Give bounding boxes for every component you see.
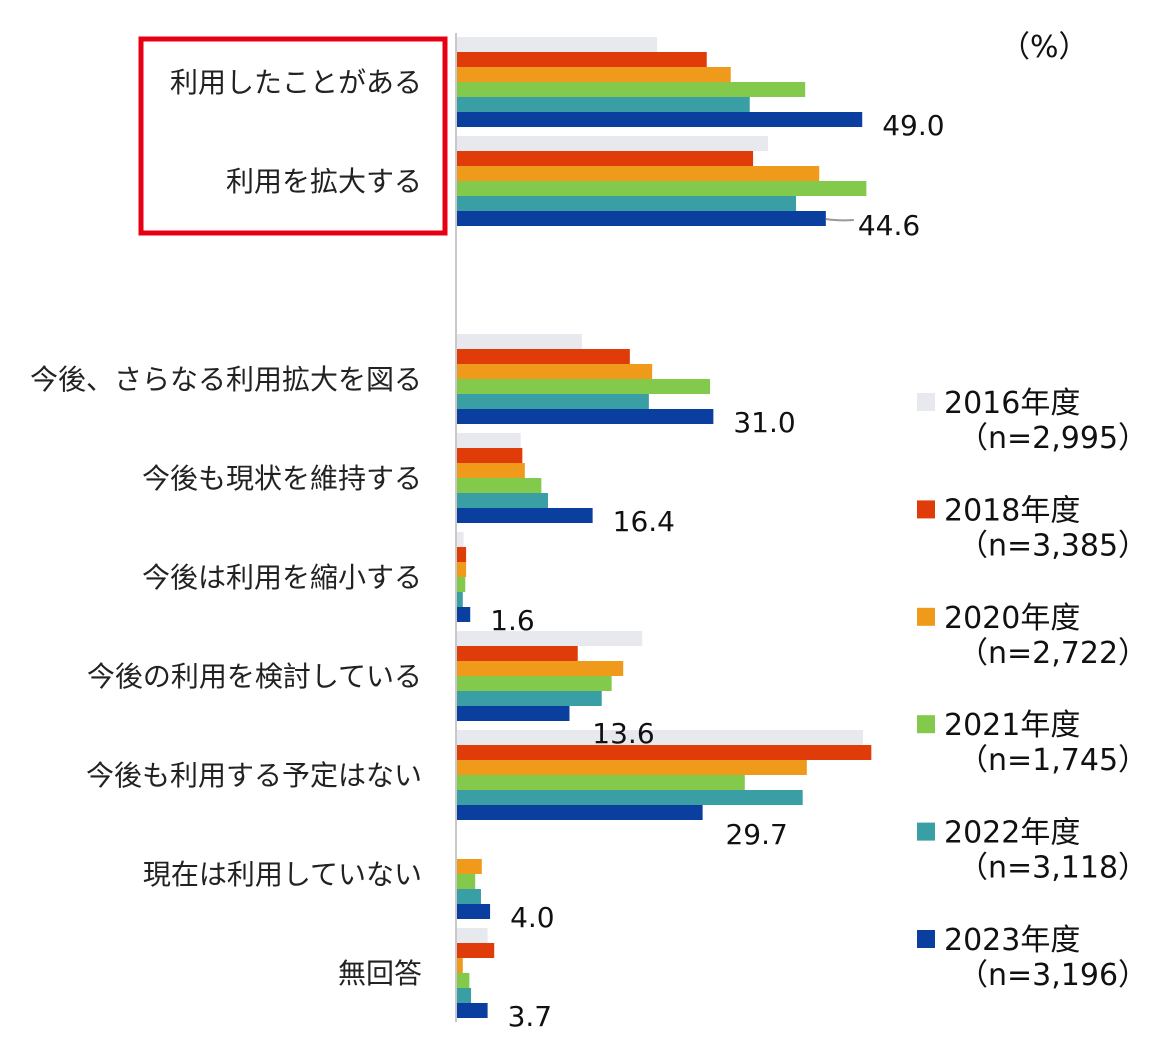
category-label: 今後、さらなる利用拡大を図る: [30, 363, 422, 396]
bar: [457, 676, 612, 691]
bar: [457, 706, 570, 721]
data-label: 29.7: [725, 818, 787, 851]
bar: [457, 592, 463, 607]
data-label: 16.4: [613, 505, 675, 538]
bar: [457, 661, 624, 676]
category-label: 今後も利用する予定はない: [86, 759, 422, 792]
bar: [457, 97, 750, 112]
data-label: 49.0: [882, 109, 944, 142]
bar: [457, 136, 768, 151]
legend-label: 2020年度: [944, 601, 1080, 636]
legend-label: 2023年度: [944, 923, 1080, 958]
legend-swatch: [917, 500, 935, 519]
bar: [457, 181, 867, 196]
legend-n-label: （n=1,745）: [958, 743, 1148, 778]
category-label: 今後も現状を維持する: [142, 462, 422, 495]
bar: [457, 859, 482, 874]
bar: [457, 790, 803, 805]
leader-line: [825, 218, 854, 222]
bar: [457, 433, 521, 448]
bar: [457, 904, 491, 919]
bar: [457, 334, 582, 349]
bar: [457, 547, 467, 562]
data-label: 1.6: [490, 604, 535, 637]
bar: [457, 874, 476, 889]
bar: [457, 775, 745, 790]
bar: [457, 607, 471, 622]
data-label: 3.7: [508, 1000, 553, 1033]
data-label: 4.0: [510, 901, 555, 934]
bar: [457, 67, 731, 82]
legend-label: 2016年度: [944, 386, 1080, 421]
bar: [457, 151, 754, 166]
category-label: 今後は利用を縮小する: [142, 561, 422, 594]
legend-n-label: （n=3,385）: [958, 528, 1148, 563]
legend-swatch: [917, 930, 935, 948]
bar: [457, 691, 602, 706]
bar: [457, 973, 470, 988]
category-label: 利用を拡大する: [226, 165, 422, 198]
bar: [457, 364, 653, 379]
bar: [457, 958, 463, 973]
legend-label: 2022年度: [944, 816, 1080, 851]
bar: [457, 562, 467, 577]
bar: [457, 988, 472, 1003]
legend-n-label: （n=2,722）: [958, 636, 1148, 671]
bar: [457, 577, 466, 592]
bar: [457, 745, 872, 760]
category-label: 今後の利用を検討している: [87, 660, 422, 693]
bar: [457, 394, 649, 409]
highlight-box: [138, 36, 448, 236]
legend-label: 2021年度: [944, 708, 1080, 743]
legend-n-label: （n=3,196）: [958, 958, 1148, 993]
bar: [457, 463, 525, 478]
bar: [457, 508, 593, 523]
bar: [457, 889, 481, 904]
bar: [457, 112, 863, 127]
category-label: 利用したことがある: [170, 66, 422, 99]
data-label: 13.6: [592, 717, 654, 750]
bar: [457, 493, 548, 508]
bar: [457, 760, 807, 775]
bar: [457, 1003, 488, 1018]
bar: [457, 409, 714, 424]
data-label: 44.6: [858, 209, 920, 242]
bar: [457, 52, 707, 67]
data-label: 31.0: [733, 406, 795, 439]
bar: [457, 631, 643, 646]
bar: [457, 928, 488, 943]
bar: [457, 478, 542, 493]
legend-n-label: （n=2,995）: [958, 421, 1148, 456]
bar: [457, 805, 703, 820]
legend-swatch: [917, 715, 935, 734]
bar: [457, 646, 578, 661]
unit-label: （%）: [1000, 30, 1089, 65]
bar: [457, 943, 495, 958]
bar: [457, 379, 711, 394]
legend-swatch: [917, 607, 935, 626]
bar: [457, 211, 826, 226]
bar: [457, 532, 464, 547]
bar: [457, 82, 806, 97]
category-label: 現在は利用していない: [143, 858, 422, 891]
bar: [457, 166, 820, 181]
bar: [457, 349, 630, 364]
legend-label: 2018年度: [944, 493, 1080, 528]
bar: [457, 730, 864, 745]
bar: [457, 196, 797, 211]
category-label: 無回答: [338, 957, 422, 990]
bar: [457, 448, 523, 463]
legend-n-label: （n=3,118）: [958, 851, 1148, 886]
legend-swatch: [917, 393, 935, 411]
legend-swatch: [917, 822, 935, 841]
bar: [457, 37, 658, 52]
